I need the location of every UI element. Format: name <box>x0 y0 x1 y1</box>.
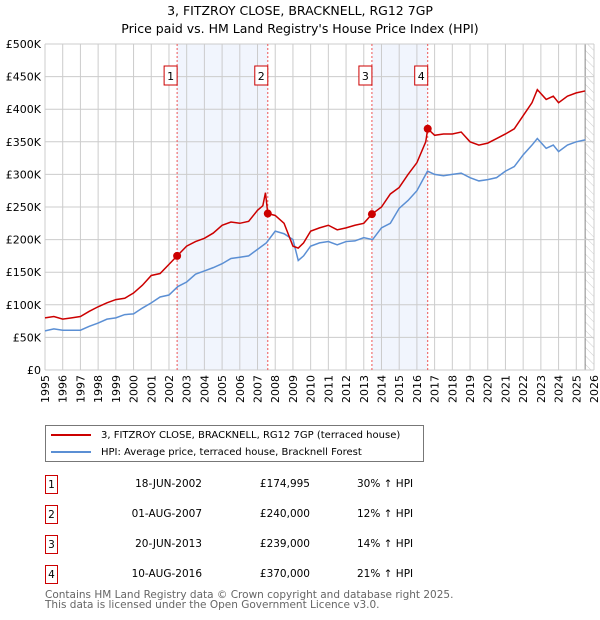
y-tick-label: £50K <box>13 331 42 344</box>
legend-label: 3, FITZROY CLOSE, BRACKNELL, RG12 7GP (t… <box>101 429 401 441</box>
sale-label-box <box>254 65 269 86</box>
x-tick-label: 2019 <box>464 375 477 403</box>
x-tick-label: 2004 <box>198 375 211 403</box>
x-tick-label: 2001 <box>145 375 158 403</box>
x-tick-label: 2002 <box>163 375 176 403</box>
legend-item-property: 3, FITZROY CLOSE, BRACKNELL, RG12 7GP (t… <box>46 427 400 443</box>
price-paid-line <box>44 88 586 320</box>
sale-row: 3 20-JUN-2013 £239,000 14% ↑ HPI <box>45 535 465 555</box>
legend-item-hpi: HPI: Average price, terraced house, Brac… <box>46 444 362 460</box>
legend-swatch-blue <box>51 451 91 453</box>
y-tick-label: £0 <box>27 364 41 377</box>
y-tick-label: £200K <box>6 234 42 247</box>
y-tick-label: £300K <box>6 168 42 181</box>
x-tick-label: 2025 <box>570 375 583 403</box>
sale-date: 18-JUN-2002 <box>135 478 202 490</box>
x-tick-label: 2015 <box>393 375 406 403</box>
x-tick-label: 1999 <box>110 375 123 403</box>
x-tick-label: 2016 <box>411 375 424 403</box>
sale-date: 01-AUG-2007 <box>131 508 202 520</box>
x-tick-label: 2008 <box>269 375 282 403</box>
sale-hpi-diff: 21% ↑ HPI <box>357 568 414 580</box>
x-tick-label: 2022 <box>517 375 530 403</box>
sale-price: £240,000 <box>259 508 310 520</box>
sale-price: £370,000 <box>259 568 310 580</box>
sale-label-box <box>358 65 373 86</box>
x-tick-label: 2005 <box>216 375 229 403</box>
sale-label-2: 2 <box>254 65 269 86</box>
x-tick-label: 2026 <box>588 375 600 403</box>
x-tick-label: 2023 <box>535 375 548 403</box>
x-tick-label: 2014 <box>375 375 388 403</box>
y-tick-label: £500K <box>6 38 42 51</box>
footer: Contains HM Land Registry data © Crown c… <box>45 589 454 611</box>
x-tick-label: 2017 <box>429 375 442 403</box>
sale-label-3: 3 <box>358 65 373 86</box>
sale-label-number: 2 <box>258 70 265 83</box>
sale-number-badge: 2 <box>45 505 58 524</box>
hpi-line <box>44 137 586 332</box>
sale-hpi-diff: 12% ↑ HPI <box>357 508 414 520</box>
sale-label-number: 3 <box>362 70 369 83</box>
sale-label-number: 1 <box>167 70 174 83</box>
sale-point <box>173 251 182 260</box>
sale-date: 20-JUN-2013 <box>135 538 202 550</box>
x-tick-label: 2006 <box>234 375 247 403</box>
x-tick-label: 2024 <box>553 375 566 403</box>
sale-price: £174,995 <box>259 478 310 490</box>
x-tick-label: 2009 <box>287 375 300 403</box>
x-tick-label: 2007 <box>252 375 265 403</box>
x-tick-label: 1996 <box>57 375 70 403</box>
x-tick-label: 1995 <box>39 375 52 403</box>
sale-point <box>423 124 432 133</box>
sale-label-number: 4 <box>418 70 425 83</box>
footer-line: Contains HM Land Registry data © Crown c… <box>45 589 454 601</box>
sale-label-1: 1 <box>163 65 178 86</box>
chart-title-block: 3, FITZROY CLOSE, BRACKNELL, RG12 7GP Pr… <box>0 2 600 38</box>
sale-hpi-diff: 30% ↑ HPI <box>357 478 414 490</box>
legend: 3, FITZROY CLOSE, BRACKNELL, RG12 7GP (t… <box>45 425 424 462</box>
chart-title: 3, FITZROY CLOSE, BRACKNELL, RG12 7GP <box>167 3 433 18</box>
y-tick-label: £450K <box>6 71 42 84</box>
sale-row: 4 10-AUG-2016 £370,000 21% ↑ HPI <box>45 565 465 585</box>
footer-line: This data is licensed under the Open Gov… <box>45 599 380 611</box>
x-tick-label: 2003 <box>181 375 194 403</box>
plot-area: 1995 1996 1997 1998 1999 2000 2001 2002 2003 2004… <box>6 38 600 403</box>
sale-number-badge: 4 <box>45 565 58 584</box>
y-tick-label: £350K <box>6 136 42 149</box>
sale-label-box <box>414 65 429 86</box>
y-tick-label: £150K <box>6 266 42 279</box>
sale-point <box>263 209 272 218</box>
sale-row: 1 18-JUN-2002 £174,995 30% ↑ HPI <box>45 475 465 495</box>
sale-number-badge: 1 <box>45 475 58 494</box>
x-tick-label: 2000 <box>128 375 141 403</box>
legend-swatch-red <box>51 434 91 436</box>
sale-price: £239,000 <box>259 538 310 550</box>
sale-row: 2 01-AUG-2007 £240,000 12% ↑ HPI <box>45 505 465 525</box>
x-tick-label: 2013 <box>358 375 371 403</box>
x-tick-label: 2012 <box>340 375 353 403</box>
sale-hpi-diff: 14% ↑ HPI <box>357 538 414 550</box>
sale-label-box <box>163 65 178 86</box>
x-tick-label: 2021 <box>499 375 512 403</box>
chart-subtitle: Price paid vs. HM Land Registry's House … <box>121 21 479 36</box>
y-tick-label: £100K <box>6 299 42 312</box>
x-tick-label: 1998 <box>92 375 105 403</box>
legend-label: HPI: Average price, terraced house, Brac… <box>101 446 362 458</box>
sale-point <box>367 210 376 219</box>
x-tick-label: 2010 <box>305 375 318 403</box>
y-tick-label: £250K <box>6 201 42 214</box>
sale-label-4: 4 <box>414 65 429 86</box>
x-tick-label: 1997 <box>74 375 87 403</box>
x-tick-label: 2020 <box>482 375 495 403</box>
y-tick-label: £400K <box>6 103 42 116</box>
x-tick-label: 2018 <box>446 375 459 403</box>
sale-number-badge: 3 <box>45 535 58 554</box>
x-tick-label: 2011 <box>322 375 335 403</box>
sale-date: 10-AUG-2016 <box>131 568 202 580</box>
